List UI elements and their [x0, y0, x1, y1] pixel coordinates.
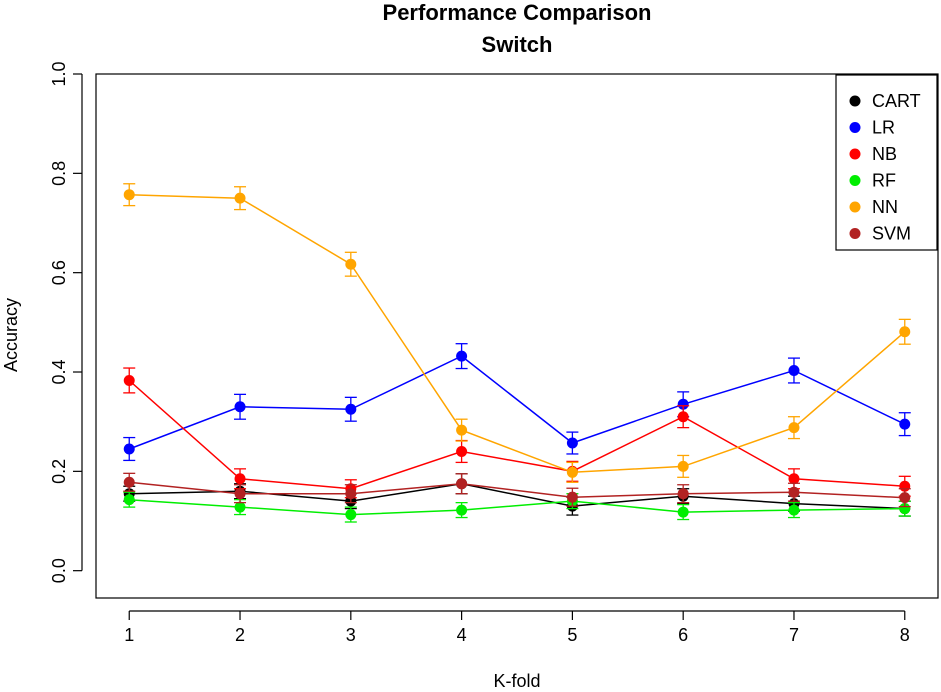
data-point-svm [234, 488, 246, 500]
x-tick-label: 7 [789, 625, 799, 645]
data-point-svm [566, 491, 578, 503]
data-point-lr [899, 418, 911, 430]
legend-label-svm: SVM [872, 224, 911, 244]
legend-marker-svm [849, 228, 861, 239]
y-axis-label: Accuracy [1, 298, 21, 372]
x-tick-label: 8 [900, 625, 910, 645]
data-point-lr [234, 401, 246, 413]
series-svm [123, 472, 911, 508]
data-point-nb [123, 374, 135, 386]
x-tick-label: 6 [678, 625, 688, 645]
data-point-rf [788, 504, 800, 516]
x-axis: 1 2 3 4 5 6 7 8 [124, 610, 910, 645]
x-tick-label: 3 [346, 625, 356, 645]
data-point-lr [123, 443, 135, 455]
legend-label-lr: LR [872, 118, 895, 138]
data-point-svm [345, 488, 357, 500]
x-tick-label: 2 [235, 625, 245, 645]
legend-marker-cart [849, 95, 861, 107]
series-line-svm [129, 481, 905, 499]
y-tick-label: 1.0 [49, 61, 69, 86]
data-point-svm [788, 486, 800, 498]
data-point-lr [566, 437, 578, 449]
legend-label-cart: CART [872, 91, 921, 111]
data-point-nb [677, 411, 689, 423]
data-point-rf [677, 506, 689, 518]
data-point-nn [234, 192, 246, 204]
legend-marker-nb [849, 148, 861, 160]
series-line-nn [129, 193, 906, 474]
data-point-nb [788, 473, 800, 485]
series-line-nb [128, 379, 905, 490]
chart-title: Performance Comparison [383, 0, 652, 25]
x-tick-label: 1 [124, 625, 134, 645]
data-point-rf [345, 509, 357, 521]
data-point-rf [123, 494, 135, 506]
data-point-lr [788, 365, 800, 377]
series-line-lr [128, 355, 906, 450]
data-point-lr [345, 403, 357, 415]
series-rf [123, 491, 911, 523]
legend-marker-nn [849, 201, 861, 213]
data-point-nn [566, 466, 578, 478]
y-tick-label: 0.0 [49, 558, 69, 583]
data-point-lr [456, 350, 468, 362]
data-point-svm [899, 492, 911, 504]
data-point-nn [677, 460, 689, 472]
legend-label-rf: RF [872, 171, 896, 191]
legend-label-nb: NB [872, 144, 897, 164]
plot-frame [95, 73, 939, 599]
data-point-rf [456, 504, 468, 516]
data-point-lr [677, 398, 689, 410]
y-tick-label: 0.4 [49, 359, 69, 384]
data-point-svm [677, 488, 689, 500]
series-line-rf [129, 498, 905, 516]
series-line-cart [129, 483, 905, 510]
series-layer [123, 183, 911, 523]
data-point-nb [234, 473, 246, 485]
y-tick-label: 0.8 [49, 161, 69, 186]
data-point-rf [899, 503, 911, 515]
data-point-nn [345, 258, 357, 270]
y-tick-label: 0.6 [49, 260, 69, 285]
data-point-svm [123, 476, 135, 488]
y-tick-label: 0.2 [49, 459, 69, 484]
data-point-svm [456, 478, 468, 490]
data-point-nn [788, 422, 800, 434]
data-point-nb [456, 445, 468, 457]
series-lr [123, 343, 911, 462]
data-point-nn [899, 326, 911, 338]
data-point-nn [456, 424, 468, 436]
legend: CART LR NB RF NN SVM [835, 74, 938, 251]
x-axis-label: K-fold [493, 671, 540, 691]
legend-marker-lr [849, 122, 861, 133]
legend-label-nn: NN [872, 197, 898, 217]
chart-subtitle: Switch [482, 32, 553, 57]
x-tick-label: 5 [567, 625, 577, 645]
data-point-rf [234, 501, 246, 513]
x-tick-label: 4 [457, 625, 467, 645]
series-nn [123, 183, 911, 483]
y-axis: 0.0 0.2 0.4 0.6 0.8 1.0 [49, 61, 83, 583]
legend-marker-rf [849, 175, 861, 186]
data-point-nn [123, 189, 135, 201]
